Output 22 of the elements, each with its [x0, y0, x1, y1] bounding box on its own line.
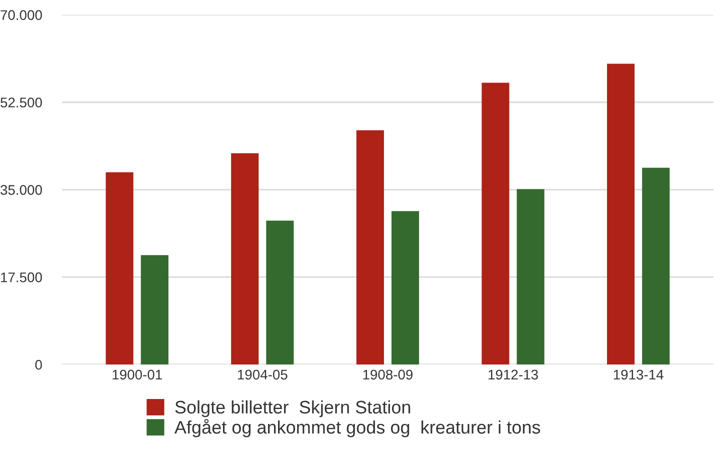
- x-tick-label: 1908-09: [363, 370, 413, 380]
- bar: [231, 153, 259, 364]
- legend-label: Solgte billetter Skjern Station: [175, 400, 410, 418]
- bar: [607, 64, 635, 364]
- x-tick-label: 1912-13: [488, 370, 538, 380]
- bar: [516, 189, 544, 364]
- bar: [642, 168, 670, 364]
- y-tick-label: 52.500: [0, 98, 42, 108]
- x-tick-label: 1913-14: [614, 370, 664, 380]
- legend-label: Afgået og ankommet gods og kreaturer i tons: [174, 418, 540, 438]
- bar: [391, 211, 420, 364]
- bar: [140, 255, 168, 364]
- y-tick-label: 70.000: [0, 10, 42, 20]
- bar: [106, 172, 134, 364]
- bar: [482, 82, 510, 364]
- y-tick-label: 0: [35, 360, 42, 370]
- x-tick-label: 1900-01: [112, 370, 162, 380]
- x-tick-label: 1904-05: [238, 370, 288, 380]
- bar: [356, 130, 384, 364]
- y-tick-label: 35.000: [0, 185, 42, 195]
- bar: [266, 220, 294, 364]
- y-tick-label: 17.500: [1, 272, 42, 282]
